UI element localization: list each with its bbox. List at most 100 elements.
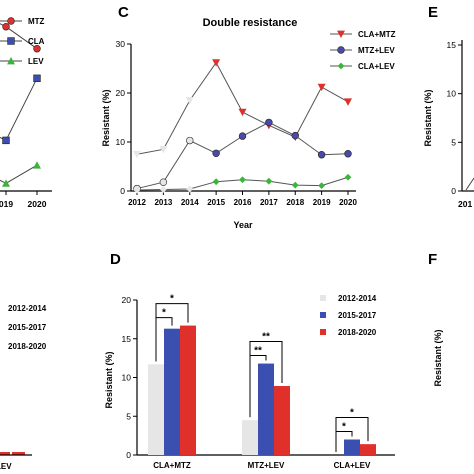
panel-c-data-point bbox=[265, 118, 273, 127]
panel-d-bar bbox=[164, 328, 180, 455]
panel-d-x-tick-label: MTZ+LEV bbox=[248, 461, 285, 470]
panel-e-letter: E bbox=[428, 4, 438, 21]
panel-c-data-point bbox=[344, 173, 352, 181]
panel-c-y-tick-label: 30 bbox=[116, 39, 126, 49]
panel-c-x-tick-label: 2015 bbox=[207, 198, 225, 207]
panel-c-data-point bbox=[291, 131, 299, 140]
panel-e-y-tick-label: 10 bbox=[447, 89, 457, 99]
panel-c-data-point bbox=[212, 59, 221, 67]
panel-c-y-tick-label: 0 bbox=[120, 186, 125, 196]
panel-d-significance-bracket bbox=[249, 341, 283, 418]
panel-d-legend-swatch bbox=[320, 329, 326, 335]
panel-c-letter: C bbox=[118, 4, 129, 21]
panel-e-y-tick-label: 0 bbox=[451, 186, 456, 196]
panel-a-series-line bbox=[0, 78, 38, 142]
panel-d-legend-swatch bbox=[320, 312, 326, 318]
panel-c-legend-label: CLA+LEV bbox=[358, 62, 395, 71]
panel-c-legend: CLA+MTZ MTZ+LEV CLA+LEV bbox=[330, 30, 396, 71]
panel-c-legend-marker bbox=[337, 46, 345, 54]
panel-c-data-point bbox=[344, 150, 352, 158]
panel-d-y-tick-label: 20 bbox=[122, 295, 132, 305]
panel-c-series-line bbox=[136, 61, 349, 155]
panel-d-y-tick-label: 15 bbox=[122, 334, 132, 344]
panel-c: C Double resistance 0 10 20 30 2012 2013 2014 2… bbox=[101, 4, 396, 230]
panel-e-x-tick-label: 201 bbox=[458, 199, 472, 209]
panel-d-x-tick-label: CLA+MTZ bbox=[153, 461, 191, 470]
panel-a-lines bbox=[0, 23, 41, 187]
panel-c-x-tick-label: 2020 bbox=[339, 198, 357, 207]
panel-d-bar bbox=[360, 444, 376, 455]
panel-c-x-tick-label: 2019 bbox=[313, 198, 331, 207]
panel-d-bars bbox=[148, 325, 376, 455]
panel-d-y-axis-label: Resistant (%) bbox=[104, 351, 114, 408]
panel-c-legend-label: CLA+MTZ bbox=[358, 30, 396, 39]
panel-a-data-point bbox=[2, 179, 10, 187]
panel-d-significance-label: * bbox=[350, 408, 354, 419]
panel-d-bar bbox=[242, 420, 258, 455]
panel-c-y-axis-label: Resistant (%) bbox=[101, 89, 111, 146]
panel-c-x-tick-label: 2018 bbox=[286, 198, 304, 207]
panel-d-x-tick-label: CLA+LEV bbox=[334, 461, 371, 470]
panel-c-data-point bbox=[212, 178, 220, 186]
panel-f-letter: F bbox=[428, 251, 437, 268]
panel-a-data-point bbox=[2, 23, 10, 31]
panel-c-data-point bbox=[159, 186, 167, 193]
panel-c-data-point bbox=[238, 132, 247, 140]
panel-d-letter: D bbox=[110, 251, 121, 268]
panel-a-data-point bbox=[33, 74, 41, 83]
panel-a-x-tick-label: 019 bbox=[0, 199, 13, 209]
panel-d-legend: 2012-2014 2015-2017 2018-2020 bbox=[320, 294, 377, 337]
panel-c-data-point bbox=[265, 177, 273, 185]
panel-d-legend-label: 2015-2017 bbox=[338, 311, 377, 320]
panel-d-bar bbox=[344, 439, 360, 455]
panel-c-data-point bbox=[317, 83, 326, 92]
panel-d-bar bbox=[180, 325, 196, 455]
panel-b-bar bbox=[0, 452, 10, 455]
panel-b-bar bbox=[12, 452, 25, 455]
panel-c-data-point bbox=[238, 108, 247, 117]
panel-d-y-tick-label: 0 bbox=[126, 450, 131, 460]
panel-d-bar bbox=[258, 363, 274, 455]
panel-c-x-tick-label: 2016 bbox=[234, 198, 252, 207]
panel-e: E Resistant (%) 0 5 10 15 201 bbox=[423, 4, 474, 209]
panel-a-legend-marker bbox=[7, 17, 15, 25]
panel-a-legend: MTZ CLA LEV bbox=[0, 17, 45, 66]
panel-d-significance-label: * bbox=[162, 308, 166, 319]
panel-d-significance-label: ** bbox=[262, 332, 270, 343]
panel-c-data-point bbox=[344, 98, 352, 106]
panel-c-axes: 0 10 20 30 2012 2013 2014 2015 2016 2017 2018 2019 2… bbox=[116, 39, 358, 207]
panel-c-data-point bbox=[133, 150, 141, 159]
panel-c-data-point bbox=[133, 186, 141, 194]
panel-c-data-point bbox=[317, 151, 326, 159]
panel-d-y-tick-label: 5 bbox=[126, 411, 131, 421]
panel-c-y-tick-label: 20 bbox=[116, 88, 126, 98]
panel-a-data-point bbox=[33, 45, 41, 53]
panel-c-title: Double resistance bbox=[203, 17, 298, 29]
panel-c-data-point bbox=[291, 181, 299, 189]
panel-c-data-point bbox=[159, 178, 168, 186]
panel-d-significance-label: * bbox=[170, 294, 174, 305]
panel-c-data-point bbox=[159, 145, 168, 154]
panel-c-data-point bbox=[186, 136, 194, 145]
panel-e-y-tick-label: 5 bbox=[451, 137, 456, 147]
panel-c-series bbox=[133, 59, 352, 194]
panel-d-significance-label: ** bbox=[254, 346, 262, 357]
panel-d-significance-bracket bbox=[335, 417, 369, 452]
panel-d-y-tick-label: 10 bbox=[122, 373, 132, 383]
panel-e-ticks: 0 5 10 15 bbox=[447, 40, 462, 196]
panel-c-data-point bbox=[239, 176, 246, 184]
panel-b-x-tick-label: LEV bbox=[0, 462, 12, 471]
panel-c-data-point bbox=[212, 149, 220, 157]
panel-c-x-tick-label: 2017 bbox=[260, 198, 278, 207]
panel-a-x-tick-label: 2020 bbox=[28, 199, 47, 209]
panel-a-data-point bbox=[33, 161, 41, 169]
panel-d-significance-label: * bbox=[342, 422, 346, 433]
panel-c-data-point bbox=[185, 96, 194, 105]
panel-b-legend-label: 2015-2017 bbox=[8, 323, 47, 332]
panel-c-data-point bbox=[318, 182, 326, 190]
panel-c-x-axis-label: Year bbox=[233, 220, 253, 230]
panel-a-data-point bbox=[2, 136, 10, 145]
panel-a-legend-label: LEV bbox=[28, 57, 44, 66]
panel-b-legend-label: 2012-2014 bbox=[8, 304, 47, 313]
